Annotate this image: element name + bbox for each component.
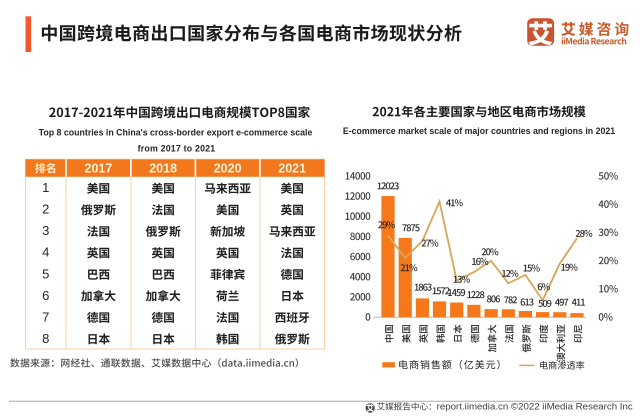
svg-text:3: 3 [42, 223, 49, 238]
svg-text:Top 8 countries in China's cro: Top 8 countries in China's cross-border … [39, 127, 313, 137]
svg-text:2: 2 [42, 202, 49, 217]
svg-text:2020: 2020 [214, 161, 242, 175]
svg-text:2017: 2017 [85, 161, 113, 175]
svg-text:report.iimedia.cn ©2022 iiMe: report.iimedia.cn ©2022 iiMedia Research… [437, 402, 634, 412]
svg-text:8: 8 [42, 331, 49, 346]
svg-text:2021: 2021 [278, 161, 306, 175]
svg-text:6: 6 [42, 288, 49, 303]
svg-text:5: 5 [42, 266, 49, 281]
svg-text:1: 1 [42, 180, 49, 195]
svg-text:7: 7 [42, 309, 49, 324]
svg-text:E-commerce market scale of maj: E-commerce market scale of major countri… [343, 126, 615, 136]
svg-text:from 2017 to 2021: from 2017 to 2021 [138, 143, 216, 153]
svg-text:4: 4 [42, 245, 49, 260]
svg-text:2018: 2018 [149, 161, 177, 175]
